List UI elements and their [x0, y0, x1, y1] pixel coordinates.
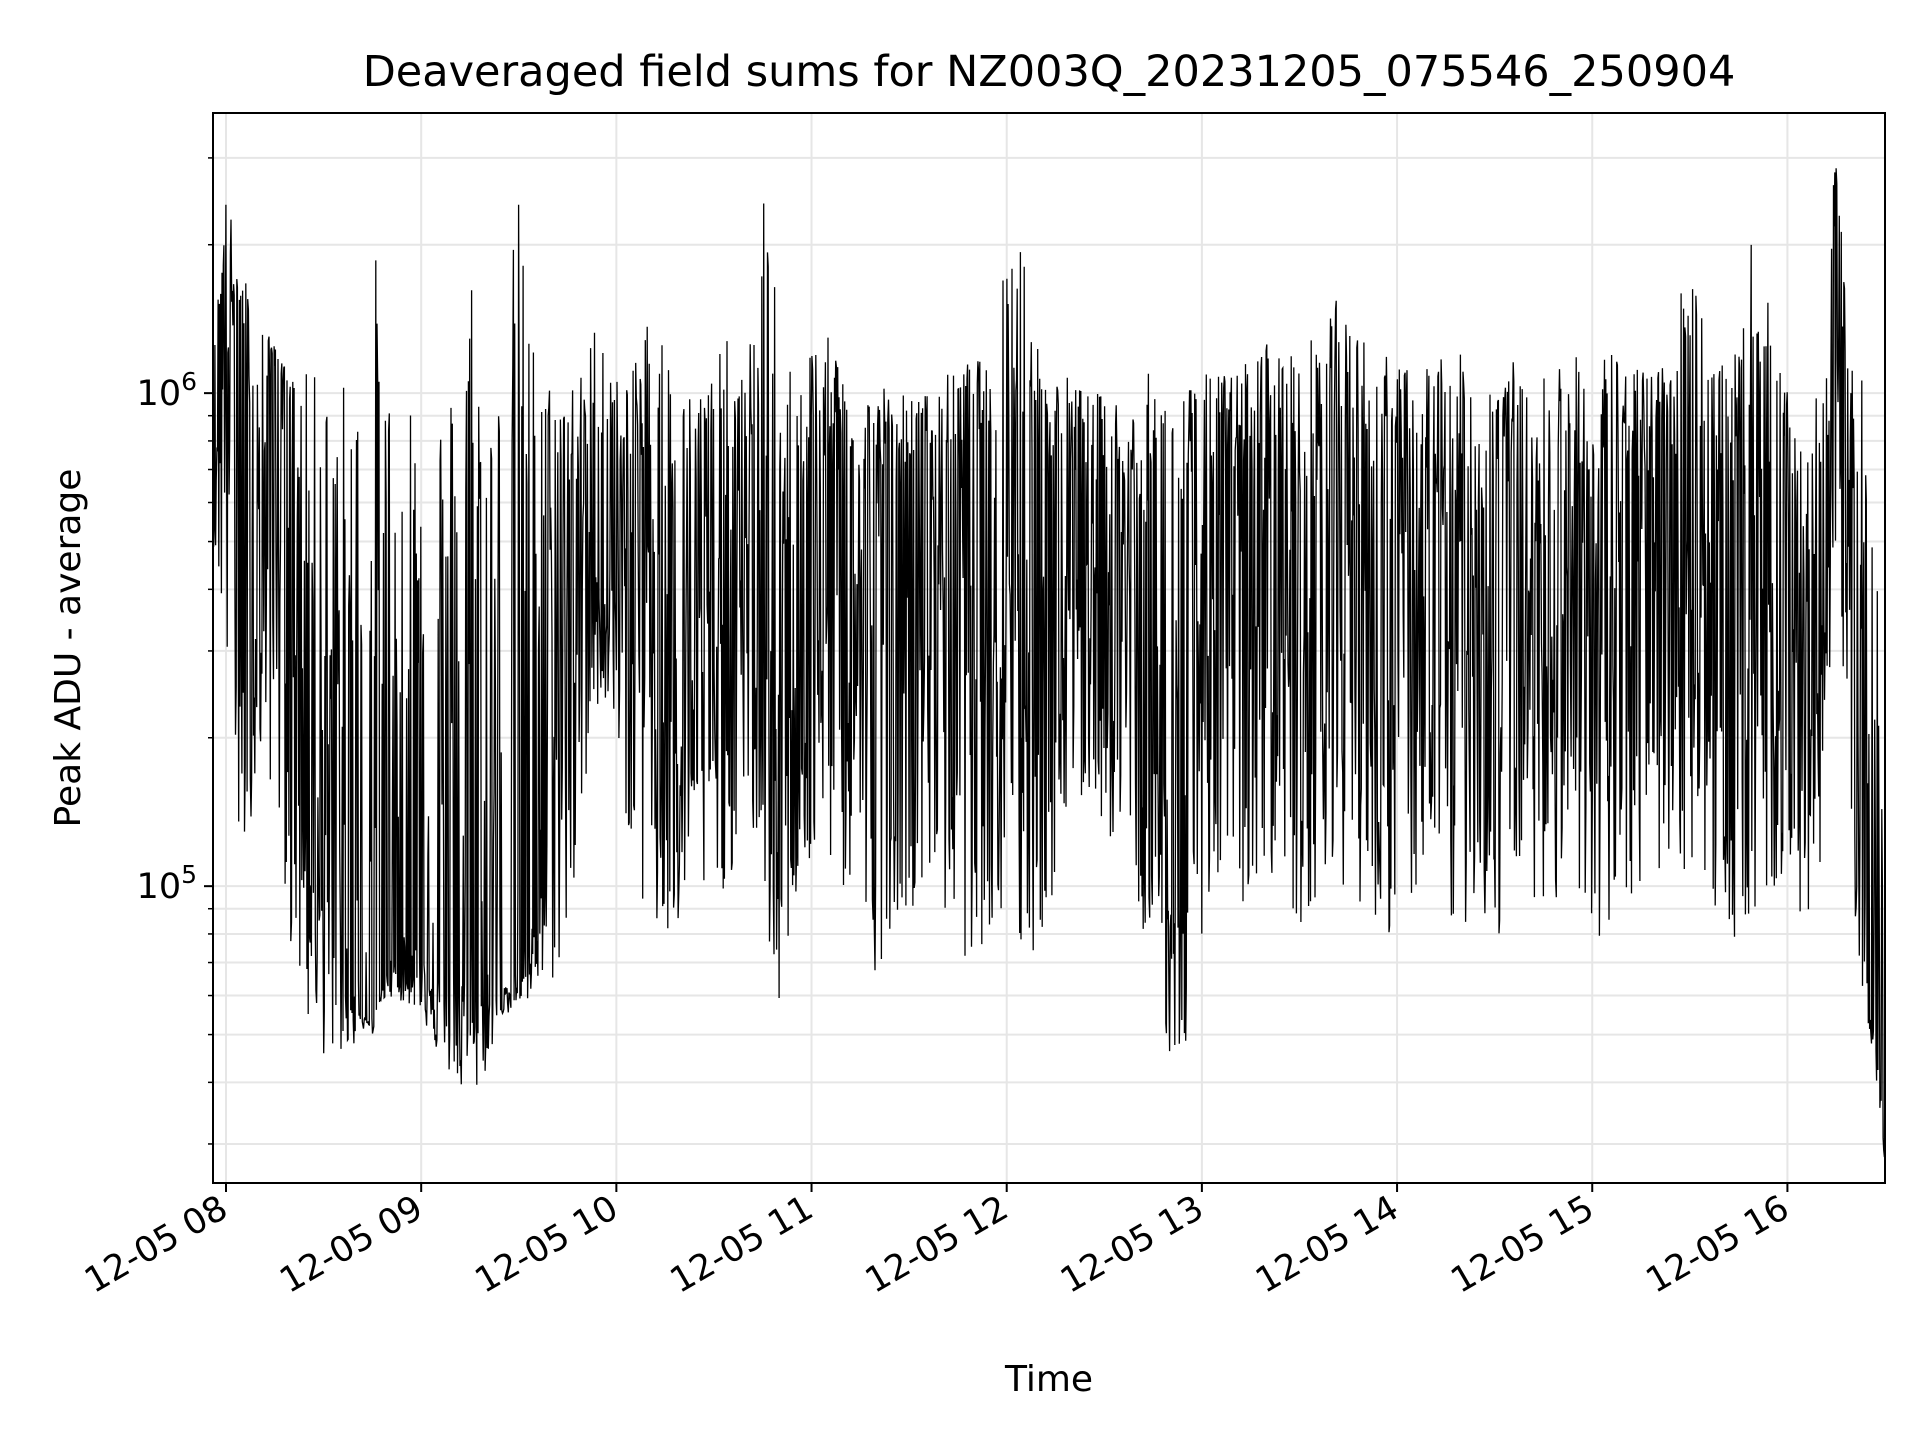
- plot-frame: [212, 112, 1886, 1184]
- y-axis: 105 106: [137, 157, 213, 1145]
- x-axis-label: Time: [1004, 1359, 1093, 1400]
- chart-title: Deaveraged field sums for NZ003Q_2023120…: [363, 47, 1736, 97]
- y-tick-label: 105: [137, 860, 197, 907]
- y-axis-label: Peak ADU - average: [48, 469, 89, 828]
- data-series: [213, 168, 1885, 1158]
- y-tick-label: 106: [137, 367, 197, 414]
- data-line: [213, 168, 1885, 1158]
